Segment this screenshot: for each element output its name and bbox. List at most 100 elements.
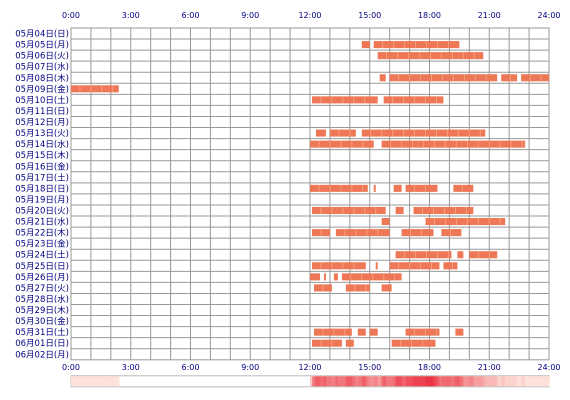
- heatmap-cell: [493, 376, 496, 387]
- heatmap-cell: [310, 376, 313, 387]
- heatmap-cell: [461, 376, 464, 387]
- heatmap-cell: [439, 376, 443, 387]
- heatmap-cell: [449, 376, 453, 387]
- row-label: 05月05日(月): [15, 41, 69, 51]
- heatmap-cell: [349, 376, 353, 387]
- activity-bar: [313, 328, 352, 336]
- heatmap-cell: [465, 376, 468, 387]
- activity-bar: [501, 74, 518, 82]
- activity-bar: [311, 339, 342, 347]
- row-label: 06月02日(月): [15, 350, 69, 360]
- heatmap-cell: [353, 376, 357, 387]
- row-label: 05月27日(火): [15, 284, 69, 294]
- x-axis-bottom-ticks: 0:00 3:00 6:00 9:00 12:00 15:00 18:00 21:00 24:0…: [62, 363, 561, 372]
- activity-bar: [413, 206, 474, 215]
- heatmap-cell: [503, 376, 506, 387]
- heatmap-cell: [463, 376, 466, 387]
- row-label: 05月26日(月): [15, 273, 69, 283]
- heatmap-cell: [445, 376, 449, 387]
- heatmap-cell: [469, 376, 472, 387]
- row-label: 05月21日(水): [15, 217, 69, 228]
- heatmap-cell: [383, 376, 387, 387]
- activity-bar: [373, 184, 376, 192]
- x-tick-label-top: 6:00: [182, 11, 200, 20]
- heatmap-cell: [96, 376, 100, 387]
- heatmap-cell: [421, 376, 425, 387]
- row-label: 05月28日(水): [15, 294, 69, 305]
- row-label: 05月11日(日): [15, 107, 69, 117]
- activity-bar: [357, 328, 366, 336]
- heatmap-cell: [351, 376, 355, 387]
- row-label: 05月17日(土): [15, 172, 69, 183]
- row-label: 06月01日(日): [15, 339, 69, 349]
- row-label: 05月12日(月): [15, 118, 69, 128]
- activity-bar: [381, 140, 526, 148]
- activity-bar: [310, 184, 368, 192]
- row-label: 05月14日(水): [15, 139, 69, 150]
- activity-bar: [393, 184, 402, 192]
- heatmap-cell: [419, 376, 423, 387]
- row-label: 05月20日(火): [15, 206, 69, 216]
- heatmap-cell: [90, 376, 94, 387]
- activity-bar: [345, 339, 354, 347]
- heatmap-cell: [471, 376, 474, 387]
- heatmap-cell: [527, 376, 530, 387]
- activity-bar: [361, 129, 486, 137]
- activity-bar: [315, 129, 326, 137]
- heatmap-cell: [427, 376, 431, 387]
- heatmap-cell: [413, 376, 417, 387]
- activity-bar: [341, 273, 402, 281]
- heatmap-cell: [525, 376, 528, 387]
- row-label: 05月09日(金): [15, 84, 69, 95]
- heatmap-cell: [98, 376, 102, 387]
- heatmap-cell: [377, 376, 381, 387]
- heatmap-cell: [102, 376, 106, 387]
- row-label: 05月29日(木): [15, 305, 69, 316]
- activity-bar: [401, 229, 434, 237]
- heatmap-cell: [71, 376, 74, 387]
- heatmap-cell: [501, 376, 504, 387]
- activity-bar: [369, 328, 378, 336]
- heatmap-cell: [359, 376, 363, 387]
- heatmap-cell: [327, 376, 331, 387]
- heatmap-cell: [475, 376, 478, 387]
- activity-bar: [311, 262, 366, 270]
- row-label: 05月23日(金): [15, 239, 69, 250]
- heatmap-cell: [511, 376, 514, 387]
- x-tick-label-top: 18:00: [418, 11, 441, 20]
- row-label: 05月16日(金): [15, 161, 69, 172]
- row-label: 05月18日(日): [15, 184, 69, 194]
- heatmap-cell: [385, 376, 389, 387]
- heatmap-cell: [515, 376, 518, 387]
- heatmap-cell: [323, 376, 327, 387]
- heatmap-cell: [100, 376, 104, 387]
- row-label: 05月19日(月): [15, 195, 69, 205]
- heatmap-cell: [347, 376, 351, 387]
- activity-bar: [311, 96, 378, 104]
- heatmap-cell: [473, 376, 476, 387]
- heatmap-cell: [395, 376, 399, 387]
- heatmap-cell: [487, 376, 490, 387]
- activity-bar: [383, 96, 444, 104]
- activity-bar: [453, 184, 474, 192]
- heatmap-cell: [74, 376, 78, 387]
- heatmap-cell: [453, 376, 456, 387]
- heatmap-cell: [507, 376, 510, 387]
- row-label: 05月06日(火): [15, 52, 69, 62]
- heatmap-cell: [423, 376, 427, 387]
- x-tick-label-bottom: 12:00: [298, 363, 321, 372]
- x-tick-label-bottom: 3:00: [122, 363, 140, 372]
- heatmap-cell: [407, 376, 411, 387]
- row-label: 05月08日(木): [15, 73, 69, 84]
- heatmap-cell: [331, 376, 335, 387]
- heatmap-cell: [339, 376, 343, 387]
- heatmap-cell: [365, 376, 369, 387]
- heatmap-cell: [417, 376, 421, 387]
- heatmap-cell: [531, 376, 534, 387]
- heatmap-cell: [455, 376, 458, 387]
- heatmap-cell: [529, 376, 532, 387]
- activity-bar: [381, 284, 392, 292]
- heatmap-cell: [78, 376, 82, 387]
- heatmap-cell: [315, 376, 319, 387]
- heatmap-cell: [477, 376, 480, 387]
